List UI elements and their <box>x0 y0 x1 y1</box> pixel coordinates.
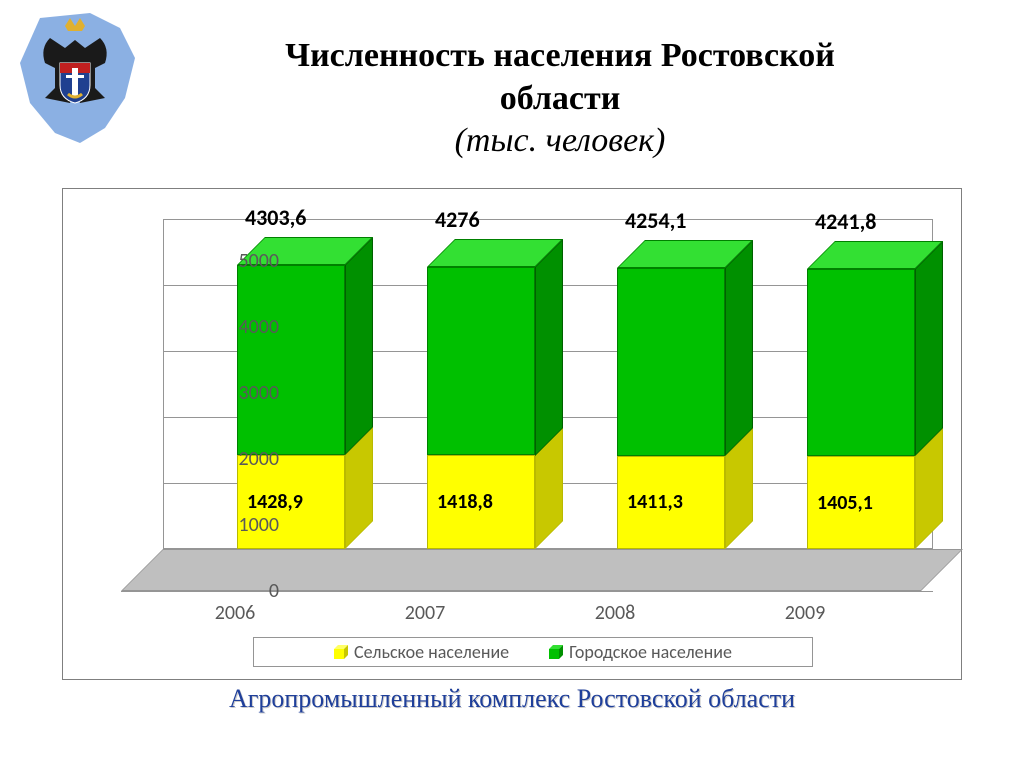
bar-urban <box>237 265 345 455</box>
title-line-1: Численность населения Ростовской <box>150 35 970 78</box>
x-axis-tick: 2007 <box>365 601 485 625</box>
y-axis-tick: 3000 <box>199 381 279 405</box>
bar-urban <box>427 267 535 456</box>
region-emblem <box>10 8 140 148</box>
x-axis-tick: 2008 <box>555 601 675 625</box>
legend-label-rural: Сельское население <box>354 641 509 663</box>
bar-label-rural: 1418,8 <box>437 490 493 514</box>
footer-caption: Агропромышленный комплекс Ростовской обл… <box>0 684 1024 714</box>
chart-legend: Сельское население Городское население <box>253 637 813 667</box>
bar-urban <box>807 269 915 456</box>
legend-swatch-rural <box>334 645 348 659</box>
y-axis-tick: 2000 <box>199 447 279 471</box>
legend-label-urban: Городское население <box>569 641 732 663</box>
bar-label-total: 4241,8 <box>815 208 876 235</box>
bar-label-rural: 1411,3 <box>627 490 683 514</box>
page-title: Численность населения Ростовской области… <box>150 35 970 163</box>
y-axis-tick: 0 <box>199 579 279 603</box>
legend-item-urban: Городское население <box>549 641 732 663</box>
y-axis-tick: 1000 <box>199 513 279 537</box>
bar-label-total: 4276 <box>435 206 480 233</box>
population-chart: 1428,9 4303,6 1418,8 4276 1411,3 4254,1 1405,1… <box>62 188 962 680</box>
bar-label-rural: 1405,1 <box>817 491 873 515</box>
title-subtitle: (тыс. человек) <box>150 120 970 163</box>
legend-item-rural: Сельское население <box>334 641 509 663</box>
x-axis-tick: 2009 <box>745 601 865 625</box>
y-axis-tick: 4000 <box>199 315 279 339</box>
legend-swatch-urban <box>549 645 563 659</box>
bar-label-total: 4303,6 <box>245 204 306 231</box>
bar-label-total: 4254,1 <box>625 207 686 234</box>
title-line-2: области <box>150 78 970 121</box>
bar-urban <box>617 268 725 456</box>
x-axis-tick: 2006 <box>175 601 295 625</box>
bar-label-rural: 1428,9 <box>247 490 303 514</box>
y-axis-tick: 5000 <box>199 249 279 273</box>
